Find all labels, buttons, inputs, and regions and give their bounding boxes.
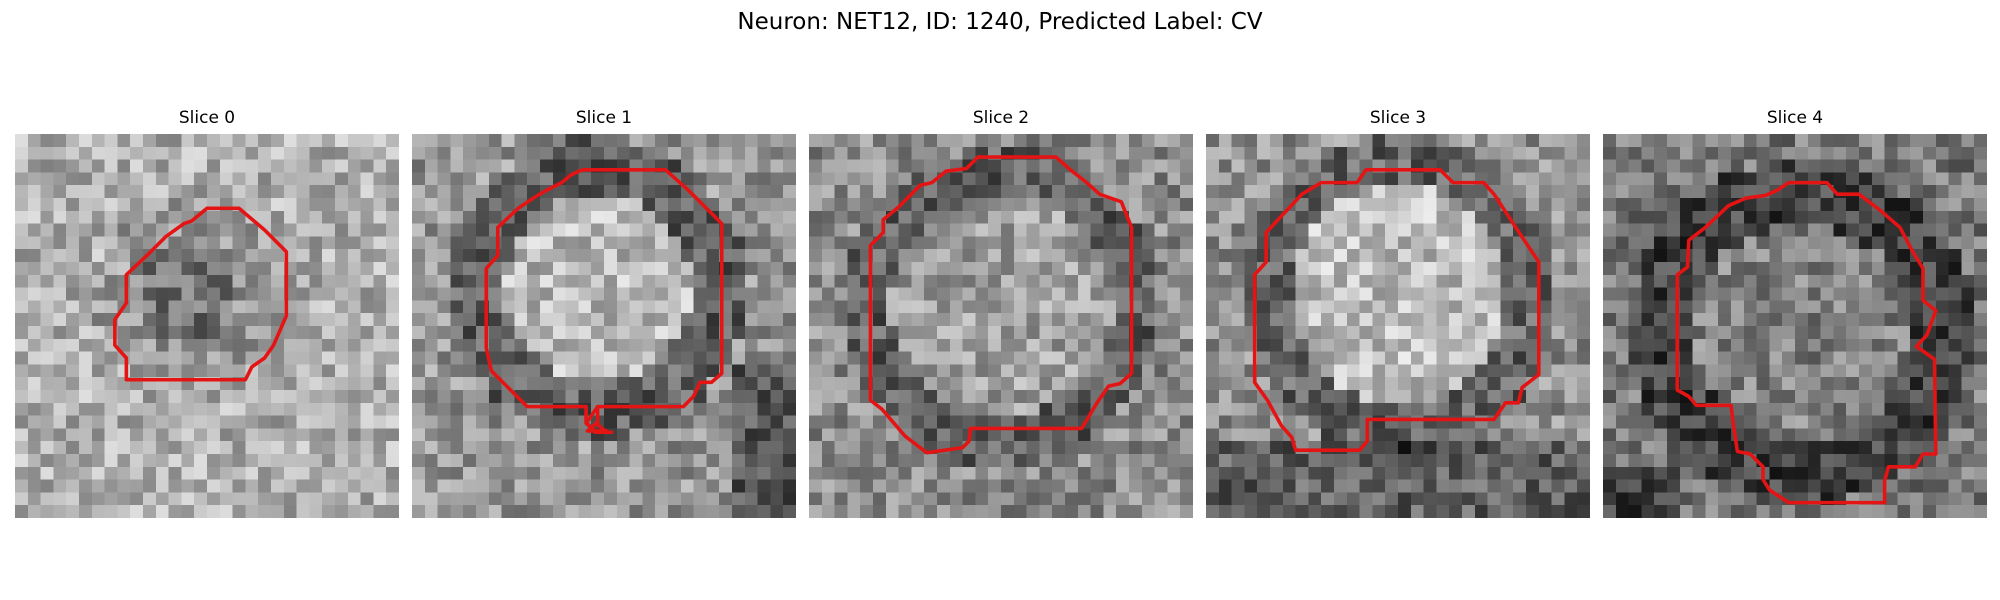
slice-image-0 [15,134,399,518]
slice-panel-4: Slice 4 [1603,108,1987,518]
slice-panel-0: Slice 0 [15,108,399,518]
roi-contour-3 [1252,168,1541,452]
roi-contour-0 [113,206,289,382]
slice-title-0: Slice 0 [178,108,236,128]
slice-image-2 [809,134,1193,518]
grayscale-patch-2 [809,134,1193,518]
slice-title-1: Slice 1 [575,108,633,128]
roi-contour-4 [1675,180,1938,505]
contour-line [113,206,289,382]
contour-line [1675,180,1938,505]
figure-title: Neuron: NET12, ID: 1240, Predicted Label… [737,9,1263,35]
slice-image-1 [412,134,796,518]
grayscale-patch-1 [412,134,796,518]
slice-panel-3: Slice 3 [1206,108,1590,518]
slice-image-4 [1603,134,1987,518]
grayscale-patch-0 [15,134,399,518]
grayscale-patch-3 [1206,134,1590,518]
slice-panel-1: Slice 1 [412,108,796,518]
slice-title-3: Slice 3 [1369,108,1427,128]
roi-contour-2 [868,155,1134,455]
slice-title-2: Slice 2 [972,108,1030,128]
roi-contour-1 [484,168,724,435]
slice-panel-2: Slice 2 [809,108,1193,518]
contour-line [1252,168,1541,452]
contour-line [868,155,1134,455]
slice-image-3 [1206,134,1590,518]
contour-line [484,168,724,435]
slice-title-4: Slice 4 [1766,108,1824,128]
